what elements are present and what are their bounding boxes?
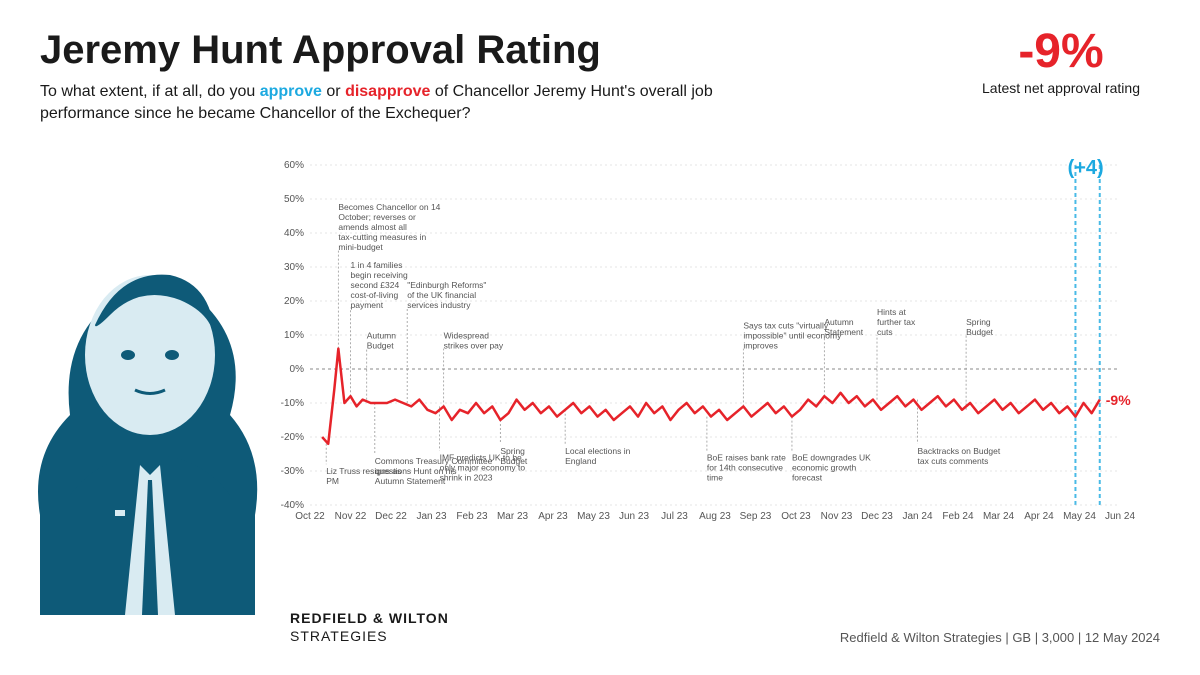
svg-text:tax cuts comments: tax cuts comments [918, 456, 989, 466]
subtitle: To what extent, if at all, do you approv… [40, 81, 760, 126]
svg-text:Jan 23: Jan 23 [416, 511, 446, 522]
svg-text:Backtracks on Budget: Backtracks on Budget [918, 446, 1001, 456]
svg-text:Apr 24: Apr 24 [1024, 511, 1054, 522]
subtitle-mid: or [322, 83, 345, 100]
svg-text:BoE downgrades UK: BoE downgrades UK [792, 453, 871, 463]
svg-text:begin receiving: begin receiving [351, 270, 408, 280]
svg-text:Widespread: Widespread [444, 331, 490, 341]
svg-text:0%: 0% [290, 364, 305, 375]
svg-text:30%: 30% [284, 262, 304, 273]
svg-text:Apr 23: Apr 23 [538, 511, 568, 522]
svg-text:second £324: second £324 [351, 280, 400, 290]
svg-text:shrink in 2023: shrink in 2023 [440, 473, 493, 483]
svg-text:-20%: -20% [281, 432, 304, 443]
svg-text:40%: 40% [284, 228, 304, 239]
svg-text:BoE raises bank rate: BoE raises bank rate [707, 453, 786, 463]
svg-text:"Edinburgh Reforms": "Edinburgh Reforms" [407, 280, 486, 290]
svg-text:Jun 23: Jun 23 [619, 511, 649, 522]
svg-text:further tax: further tax [877, 317, 916, 327]
svg-text:May 23: May 23 [577, 511, 610, 522]
svg-text:Local elections in: Local elections in [565, 446, 630, 456]
svg-text:Budget: Budget [966, 327, 994, 337]
svg-text:mini-budget: mini-budget [338, 242, 383, 252]
svg-text:of the UK financial: of the UK financial [407, 290, 476, 300]
logo-line1: REDFIELD & WILTON [290, 610, 449, 626]
svg-text:time: time [707, 473, 723, 483]
svg-text:-30%: -30% [281, 466, 304, 477]
approve-word: approve [260, 83, 322, 100]
svg-text:Autumn: Autumn [367, 331, 397, 341]
end-value-label: -9% [1106, 392, 1131, 408]
svg-text:Budget: Budget [500, 456, 528, 466]
svg-text:-10%: -10% [281, 398, 304, 409]
subtitle-pre: To what extent, if at all, do you [40, 83, 260, 100]
svg-text:Statement: Statement [824, 327, 863, 337]
svg-text:-40%: -40% [281, 500, 304, 511]
svg-text:Oct 23: Oct 23 [781, 511, 811, 522]
headline-stat: -9% Latest net approval rating [982, 28, 1140, 96]
svg-text:payment: payment [351, 300, 384, 310]
svg-text:20%: 20% [284, 296, 304, 307]
svg-text:Feb 24: Feb 24 [942, 511, 974, 522]
svg-text:October; reverses or: October; reverses or [338, 212, 416, 222]
svg-text:cuts: cuts [877, 327, 893, 337]
svg-text:Feb 23: Feb 23 [456, 511, 488, 522]
svg-text:Jan 24: Jan 24 [902, 511, 932, 522]
logo-line2: STRATEGIES [290, 628, 388, 644]
svg-text:Says tax cuts "virtually: Says tax cuts "virtually [743, 321, 828, 331]
svg-text:England: England [565, 456, 596, 466]
svg-text:Oct 22: Oct 22 [295, 511, 325, 522]
svg-text:50%: 50% [284, 194, 304, 205]
brand-logo: REDFIELD & WILTON STRATEGIES [290, 609, 449, 645]
svg-text:for 14th consecutive: for 14th consecutive [707, 463, 783, 473]
svg-text:economic growth: economic growth [792, 463, 857, 473]
svg-text:amends almost all: amends almost all [338, 222, 407, 232]
svg-text:tax-cutting measures in: tax-cutting measures in [338, 232, 426, 242]
headline-value: -9% [982, 28, 1140, 76]
headline-label: Latest net approval rating [982, 80, 1140, 96]
svg-text:May 24: May 24 [1063, 511, 1096, 522]
svg-text:10%: 10% [284, 330, 304, 341]
change-badge: (+4) [1068, 157, 1104, 180]
svg-text:Jul 23: Jul 23 [661, 511, 688, 522]
svg-text:Jun 24: Jun 24 [1105, 511, 1135, 522]
svg-text:Mar 23: Mar 23 [497, 511, 529, 522]
svg-text:Mar 24: Mar 24 [983, 511, 1015, 522]
svg-text:Dec 23: Dec 23 [861, 511, 893, 522]
svg-text:Nov 23: Nov 23 [821, 511, 853, 522]
svg-text:Spring: Spring [500, 446, 525, 456]
svg-text:Hints at: Hints at [877, 307, 906, 317]
svg-text:services industry: services industry [407, 300, 471, 310]
svg-text:cost-of-living: cost-of-living [351, 290, 399, 300]
svg-text:Becomes Chancellor on 14: Becomes Chancellor on 14 [338, 202, 440, 212]
svg-text:forecast: forecast [792, 473, 823, 483]
svg-text:Nov 22: Nov 22 [335, 511, 367, 522]
svg-text:Spring: Spring [966, 317, 991, 327]
svg-text:60%: 60% [284, 160, 304, 171]
svg-text:PM: PM [326, 476, 339, 486]
svg-text:Autumn: Autumn [824, 317, 854, 327]
portrait-silhouette [0, 215, 280, 615]
svg-text:strikes over pay: strikes over pay [444, 341, 504, 351]
attribution: Redfield & Wilton Strategies | GB | 3,00… [840, 630, 1160, 645]
svg-text:improves: improves [743, 341, 777, 351]
chart-container: -40% -30% -20% -10% 0% 10% 20% 30% 40% 50% 60% Oct … [270, 155, 1160, 555]
svg-text:Aug 23: Aug 23 [699, 511, 731, 522]
approval-chart: -40% -30% -20% -10% 0% 10% 20% 30% 40% 50% 60% Oct … [270, 155, 1160, 555]
svg-text:Budget: Budget [367, 341, 395, 351]
svg-text:1 in 4 families: 1 in 4 families [351, 260, 403, 270]
svg-text:Sep 23: Sep 23 [740, 511, 772, 522]
svg-text:Dec 22: Dec 22 [375, 511, 407, 522]
disapprove-word: disapprove [345, 83, 430, 100]
svg-text:Autumn Statement: Autumn Statement [375, 476, 446, 486]
